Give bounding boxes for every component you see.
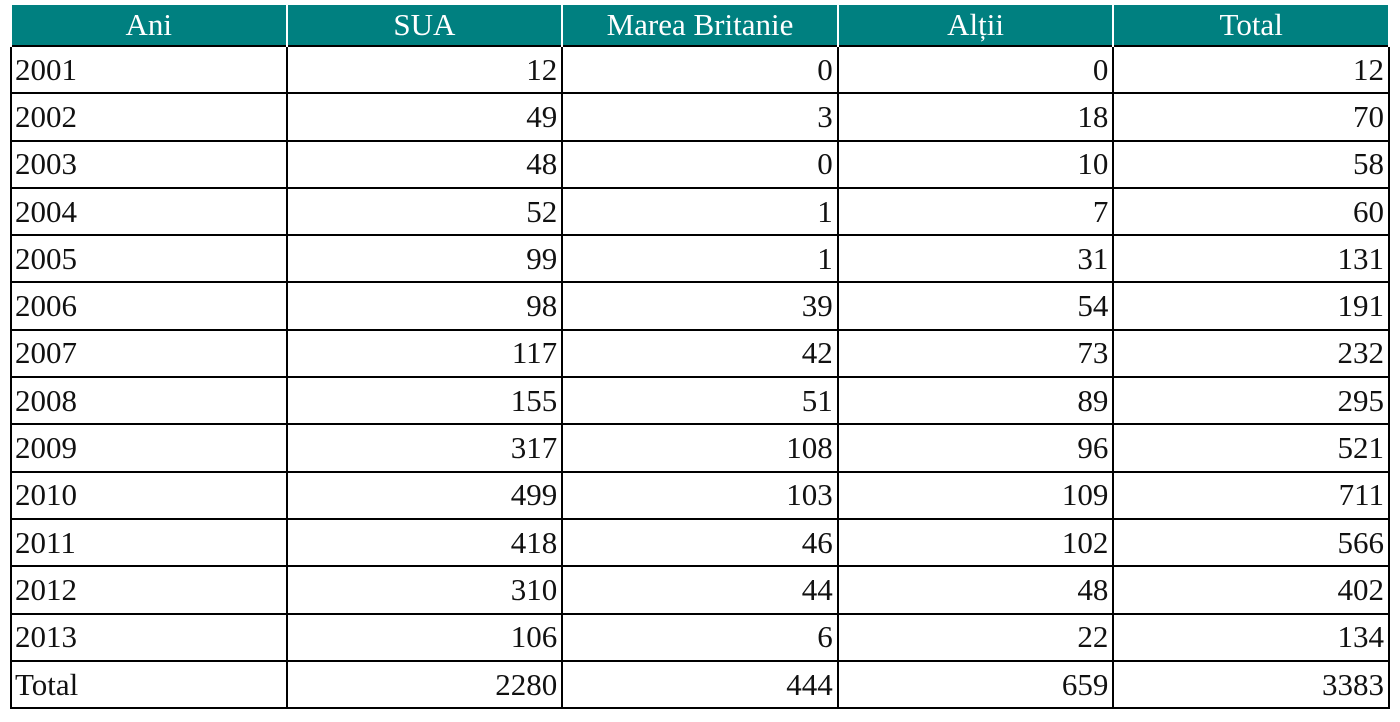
- cell-value: 191: [1112, 281, 1390, 331]
- cell-value: 0: [561, 44, 839, 95]
- cell-value: 295: [1112, 376, 1390, 426]
- cell-value: 99: [285, 234, 564, 284]
- table-row: 2006 98 39 54 191: [10, 281, 1390, 331]
- table-row: 2011 418 46 102 566: [10, 517, 1390, 568]
- table-row: 2002 49 3 18 70: [10, 92, 1390, 142]
- cell-value: 73: [836, 328, 1115, 379]
- row-label: 2001: [10, 44, 288, 95]
- cell-value: 108: [561, 423, 839, 473]
- table-row: 2013 106 6 22 134: [10, 612, 1390, 662]
- cell-value: 418: [285, 517, 564, 568]
- cell-value: 103: [561, 470, 839, 520]
- cell-value: 444: [561, 659, 839, 710]
- cell-value: 51: [561, 376, 839, 426]
- table-row: 2009 317 108 96 521: [10, 423, 1390, 473]
- row-label: 2006: [10, 281, 288, 331]
- cell-value: 10: [836, 139, 1115, 189]
- cell-value: 39: [561, 281, 839, 331]
- table-row: Total 2280 444 659 3383: [10, 659, 1390, 710]
- row-label: 2004: [10, 186, 288, 237]
- cell-value: 12: [1112, 44, 1390, 95]
- cell-value: 42: [561, 328, 839, 379]
- column-header: Alții: [836, 5, 1115, 46]
- cell-value: 106: [285, 612, 564, 662]
- cell-value: 711: [1112, 470, 1390, 520]
- cell-value: 0: [561, 139, 839, 189]
- cell-value: 58: [1112, 139, 1390, 189]
- cell-value: 70: [1112, 92, 1390, 142]
- table-row: 2003 48 0 10 58: [10, 139, 1390, 189]
- row-label: 2007: [10, 328, 288, 379]
- cell-value: 96: [836, 423, 1115, 473]
- cell-value: 155: [285, 376, 564, 426]
- cell-value: 109: [836, 470, 1115, 520]
- cell-value: 402: [1112, 565, 1390, 615]
- row-label: 2008: [10, 376, 288, 426]
- cell-value: 232: [1112, 328, 1390, 379]
- cell-value: 317: [285, 423, 564, 473]
- cell-value: 52: [285, 186, 564, 237]
- data-table: Ani SUA Marea Britanie Alții Total 2001 12 0 0 1…: [10, 5, 1390, 710]
- cell-value: 60: [1112, 186, 1390, 237]
- header-row: Ani SUA Marea Britanie Alții Total: [10, 5, 1390, 46]
- cell-value: 1: [561, 186, 839, 237]
- cell-value: 44: [561, 565, 839, 615]
- cell-value: 22: [836, 612, 1115, 662]
- cell-value: 499: [285, 470, 564, 520]
- row-label: 2010: [10, 470, 288, 520]
- row-label: 2009: [10, 423, 288, 473]
- row-label: 2013: [10, 612, 288, 662]
- column-header: Total: [1112, 5, 1390, 46]
- cell-value: 566: [1112, 517, 1390, 568]
- cell-value: 3: [561, 92, 839, 142]
- row-label: 2003: [10, 139, 288, 189]
- cell-value: 18: [836, 92, 1115, 142]
- cell-value: 48: [836, 565, 1115, 615]
- row-label: 2002: [10, 92, 288, 142]
- cell-value: 131: [1112, 234, 1390, 284]
- table-row: 2005 99 1 31 131: [10, 234, 1390, 284]
- cell-value: 31: [836, 234, 1115, 284]
- column-header: Ani: [10, 5, 288, 46]
- cell-value: 2280: [285, 659, 564, 710]
- table-header: Ani SUA Marea Britanie Alții Total: [10, 5, 1390, 46]
- column-header: SUA: [285, 5, 564, 46]
- table-row: 2010 499 103 109 711: [10, 470, 1390, 520]
- row-label: Total: [10, 659, 288, 710]
- cell-value: 6: [561, 612, 839, 662]
- cell-value: 521: [1112, 423, 1390, 473]
- table-row: 2007 117 42 73 232: [10, 328, 1390, 379]
- cell-value: 659: [836, 659, 1115, 710]
- table-row: 2001 12 0 0 12: [10, 44, 1390, 95]
- cell-value: 102: [836, 517, 1115, 568]
- cell-value: 54: [836, 281, 1115, 331]
- cell-value: 7: [836, 186, 1115, 237]
- table-body: 2001 12 0 0 12 2002 49 3 18 70 2003 48 0 10 58 2004 52 1 7…: [10, 44, 1390, 710]
- cell-value: 1: [561, 234, 839, 284]
- cell-value: 48: [285, 139, 564, 189]
- cell-value: 117: [285, 328, 564, 379]
- cell-value: 134: [1112, 612, 1390, 662]
- table-row: 2008 155 51 89 295: [10, 376, 1390, 426]
- row-label: 2011: [10, 517, 288, 568]
- cell-value: 3383: [1112, 659, 1390, 710]
- column-header: Marea Britanie: [561, 5, 839, 46]
- cell-value: 46: [561, 517, 839, 568]
- table-row: 2004 52 1 7 60: [10, 186, 1390, 237]
- cell-value: 0: [836, 44, 1115, 95]
- cell-value: 310: [285, 565, 564, 615]
- cell-value: 49: [285, 92, 564, 142]
- row-label: 2012: [10, 565, 288, 615]
- cell-value: 98: [285, 281, 564, 331]
- cell-value: 89: [836, 376, 1115, 426]
- table-row: 2012 310 44 48 402: [10, 565, 1390, 615]
- row-label: 2005: [10, 234, 288, 284]
- cell-value: 12: [285, 44, 564, 95]
